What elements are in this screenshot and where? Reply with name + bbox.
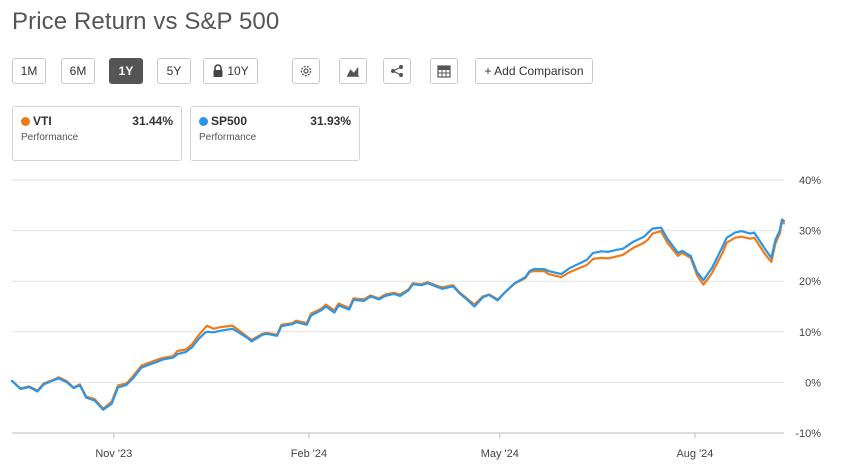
settings-button[interactable]	[292, 58, 320, 84]
range-1y-label: 1Y	[118, 64, 134, 78]
y-tick-label: 10%	[799, 327, 821, 339]
chart-type-icon	[346, 66, 360, 77]
sp500-name: SP500	[211, 114, 248, 128]
range-6m-label: 6M	[69, 64, 87, 78]
series-line-sp500	[10, 218, 786, 411]
y-tick-label: 0%	[805, 377, 821, 389]
range-5y-label: 5Y	[166, 64, 182, 78]
y-tick-label: 30%	[799, 226, 821, 238]
series-line-vti	[10, 220, 786, 410]
range-10y-button[interactable]: 10Y	[203, 58, 258, 84]
vti-sublabel: Performance	[21, 132, 79, 143]
y-tick-label: -10%	[795, 428, 821, 440]
range-5y-button[interactable]: 5Y	[157, 58, 191, 84]
add-comparison-label: + Add Comparison	[484, 64, 584, 78]
x-tick-label: Nov '23	[95, 448, 132, 460]
y-tick-label: 40%	[799, 175, 821, 187]
sp500-dot-icon	[199, 117, 208, 126]
table-button[interactable]	[430, 58, 458, 84]
x-tick-label: Aug '24	[676, 448, 713, 460]
chart-type-button[interactable]	[339, 58, 367, 84]
share-button[interactable]	[383, 58, 411, 84]
range-1y-button[interactable]: 1Y	[109, 58, 143, 84]
vti-value: 31.44%	[132, 114, 173, 128]
sp500-value: 31.93%	[310, 114, 351, 128]
lock-icon	[213, 64, 223, 77]
vti-name: VTI	[33, 114, 52, 128]
legend-card-sp500: SP500 31.93% Performance	[190, 106, 360, 161]
page-title: Price Return vs S&P 500	[12, 8, 280, 35]
range-1m-button[interactable]: 1M	[12, 58, 46, 84]
table-icon	[437, 64, 451, 78]
x-tick-label: Feb '24	[291, 448, 327, 460]
gear-icon	[300, 65, 312, 77]
sp500-sublabel: Performance	[199, 132, 257, 143]
range-10y-label: 10Y	[227, 64, 249, 78]
add-comparison-button[interactable]: + Add Comparison	[475, 58, 593, 84]
y-tick-label: 20%	[799, 276, 821, 288]
range-6m-button[interactable]: 6M	[61, 58, 95, 84]
share-icon	[391, 65, 403, 77]
range-1m-label: 1M	[20, 64, 38, 78]
vti-dot-icon	[21, 117, 30, 126]
legend-card-vti: VTI 31.44% Performance	[12, 106, 182, 161]
x-tick-label: May '24	[481, 448, 519, 460]
